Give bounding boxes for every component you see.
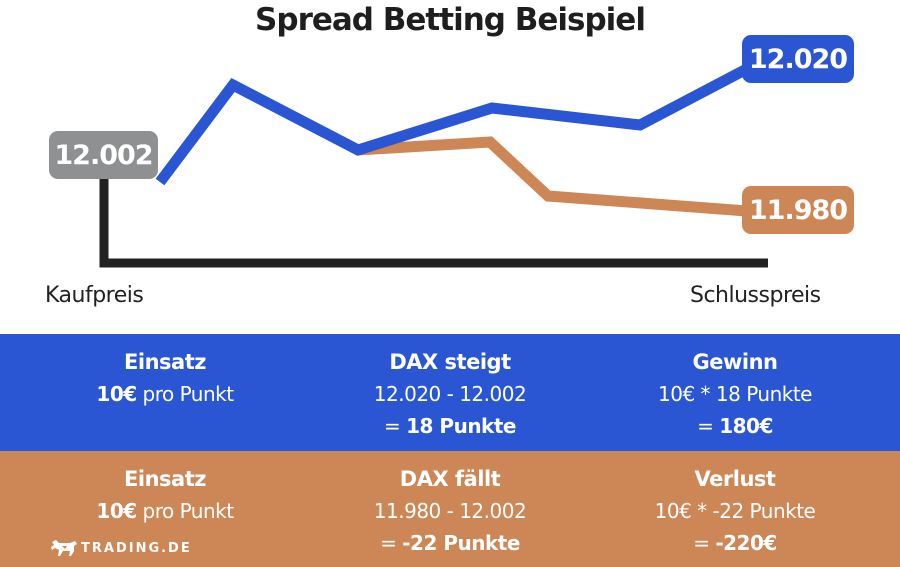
stake-heading: Einsatz (124, 350, 206, 374)
loss-heading: Verlust (694, 467, 776, 491)
stake-value: 10€ pro Punkt (96, 499, 234, 523)
down-price-badge: 11.980 (742, 186, 854, 234)
profit-heading: Gewinn (692, 350, 778, 374)
line-chart (99, 57, 768, 268)
trading-de-logo: TRADING.DE (50, 538, 192, 558)
up-series-line (155, 57, 763, 186)
gain-row: Einsatz 10€ pro Punkt DAX steigt 12.020 … (0, 334, 900, 451)
start-price-badge: 12.002 (49, 131, 158, 179)
dax-rise-heading: DAX steigt (389, 350, 511, 374)
dax-rise-column: DAX steigt 12.020 - 12.002 = 18 Punkte (330, 334, 570, 451)
logo-text: TRADING.DE (81, 540, 192, 556)
bull-icon (51, 540, 77, 556)
dax-fall-result: = -22 Punkte (380, 531, 520, 555)
stake-column: Einsatz 10€ pro Punkt (0, 334, 330, 451)
axis-line (99, 160, 768, 268)
x-axis-left-label: Kaufpreis (45, 283, 144, 308)
dax-rise-calc: 12.020 - 12.002 (373, 382, 527, 406)
profit-result: = 180€ (697, 414, 773, 438)
page-title: Spread Betting Beispiel (255, 2, 646, 38)
profit-calc: 10€ * 18 Punkte (658, 382, 812, 406)
x-axis-right-label: Schlusspreis (690, 283, 821, 308)
down-series-line (357, 136, 761, 218)
up-price-badge: 12.020 (742, 35, 854, 83)
dax-fall-calc: 11.980 - 12.002 (373, 499, 527, 523)
dax-fall-heading: DAX fällt (399, 467, 501, 491)
loss-column: Verlust 10€ * -22 Punkte = -220€ (570, 451, 900, 567)
dax-fall-column: DAX fällt 11.980 - 12.002 = -22 Punkte (330, 451, 570, 567)
loss-calc: 10€ * -22 Punkte (654, 499, 816, 523)
loss-result: = -220€ (693, 531, 777, 555)
stake-heading: Einsatz (124, 467, 206, 491)
dax-rise-result: = 18 Punkte (384, 414, 516, 438)
profit-column: Gewinn 10€ * 18 Punkte = 180€ (570, 334, 900, 451)
loss-row: Einsatz 10€ pro Punkt DAX fällt 11.980 -… (0, 451, 900, 567)
stake-column: Einsatz 10€ pro Punkt (0, 451, 330, 567)
stake-value: 10€ pro Punkt (96, 382, 234, 406)
